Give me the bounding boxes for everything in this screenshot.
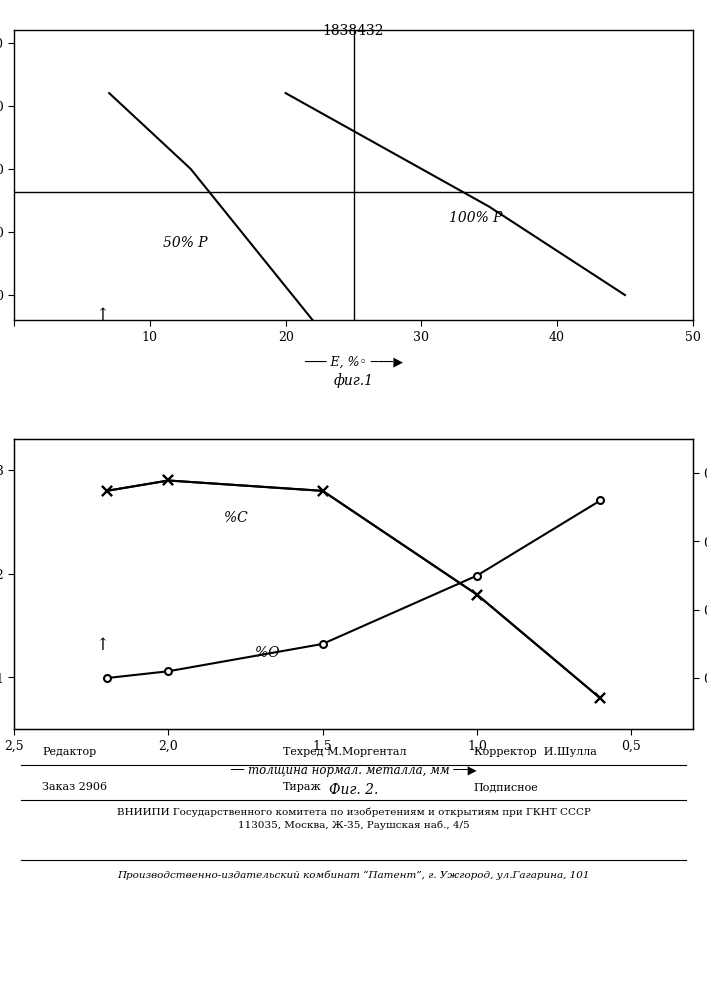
Text: 100% P: 100% P [448,211,502,225]
Text: %C: %C [224,511,247,525]
Text: 50% P: 50% P [163,236,208,250]
Text: 113035, Москва, Ж-35, Раушская наб., 4/5: 113035, Москва, Ж-35, Раушская наб., 4/5 [238,820,469,830]
Text: Производственно-издательский комбинат “Патент”, г. Ужгород, ул.Гагарина, 101: Производственно-издательский комбинат “П… [117,870,590,880]
Text: ВНИИПИ Государственного комитета по изобретениям и открытиям при ГКНТ СССР: ВНИИПИ Государственного комитета по изоб… [117,808,590,817]
Text: Подписное: Подписное [474,782,539,792]
Text: 1838432: 1838432 [323,24,384,38]
Text: %O: %O [255,646,279,660]
Text: Фиг. 2.: Фиг. 2. [329,783,378,797]
Text: Заказ 2906: Заказ 2906 [42,782,107,792]
Text: ↑: ↑ [95,637,110,654]
Text: ── толщина нормал. металла, мм ──▶: ── толщина нормал. металла, мм ──▶ [230,764,477,777]
Text: Техред М.Моргентал: Техред М.Моргентал [283,747,407,757]
Text: ─── E, %◦ ───▶: ─── E, %◦ ───▶ [304,355,403,368]
Text: фиг.1: фиг.1 [334,373,373,388]
Text: Редактор: Редактор [42,747,97,757]
Text: Корректор  И.Шулла: Корректор И.Шулла [474,747,597,757]
Text: ↑: ↑ [95,307,110,324]
Text: Тираж: Тираж [283,782,322,792]
